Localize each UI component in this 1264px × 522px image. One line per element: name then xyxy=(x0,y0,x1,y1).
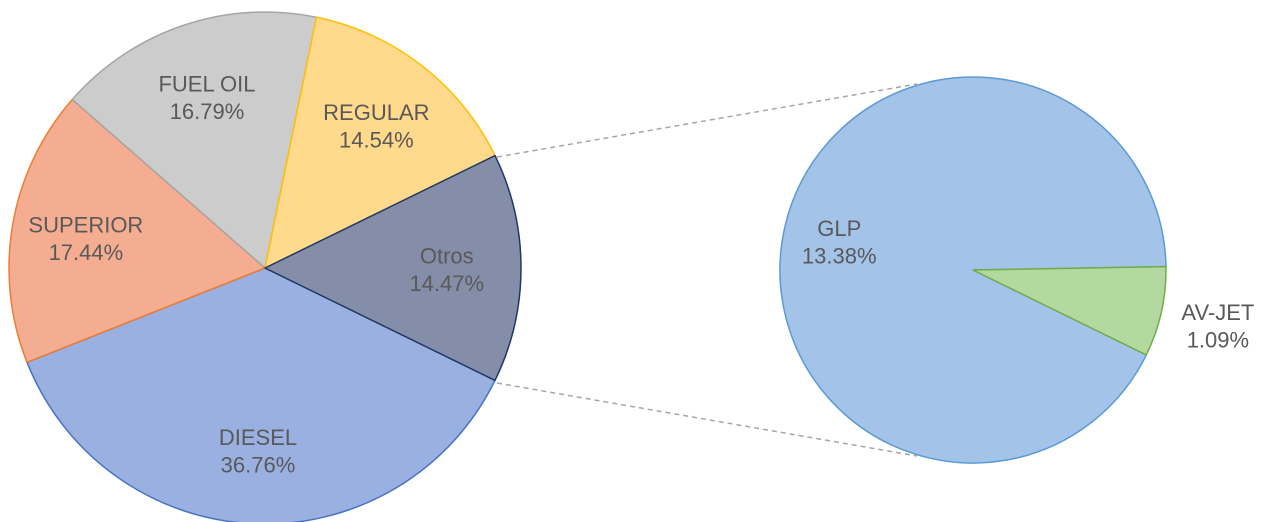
slice-label: GLP 13.38% xyxy=(802,216,877,268)
slice-name: Otros xyxy=(420,244,474,269)
slice-value: 14.54% xyxy=(339,127,414,152)
pie-slice xyxy=(972,265,1167,356)
connector-line xyxy=(496,83,918,158)
slice-label: FUEL OIL 16.79% xyxy=(158,71,255,124)
slice-value: 13.38% xyxy=(802,243,877,268)
slice-name: AV-JET xyxy=(1181,300,1254,325)
slice-label: REGULAR 14.54% xyxy=(323,100,429,153)
slice-label: DIESEL 36.76% xyxy=(219,425,297,478)
slice-name: GLP xyxy=(817,216,861,241)
slice-label: AV-JET 1.09% xyxy=(1181,300,1254,353)
slice-name: REGULAR xyxy=(323,100,429,125)
pie-slice xyxy=(26,267,497,522)
slice-name: FUEL OIL xyxy=(158,71,255,96)
pie-slice xyxy=(263,154,522,382)
slice-value: 14.47% xyxy=(409,271,484,296)
slice-value: 1.09% xyxy=(1187,328,1249,353)
slice-value: 36.76% xyxy=(221,453,296,478)
slice-value: 16.79% xyxy=(170,99,245,124)
connector-line xyxy=(496,382,918,457)
slice-name: DIESEL xyxy=(219,425,297,450)
slice-value: 17.44% xyxy=(49,240,124,265)
pie-slice xyxy=(263,16,497,270)
slice-label: SUPERIOR 17.44% xyxy=(28,213,143,265)
slice-label: Otros 14.47% xyxy=(409,244,484,297)
slice-name: SUPERIOR xyxy=(28,213,143,238)
pie-slice xyxy=(8,98,267,364)
pie-slice xyxy=(71,11,318,270)
